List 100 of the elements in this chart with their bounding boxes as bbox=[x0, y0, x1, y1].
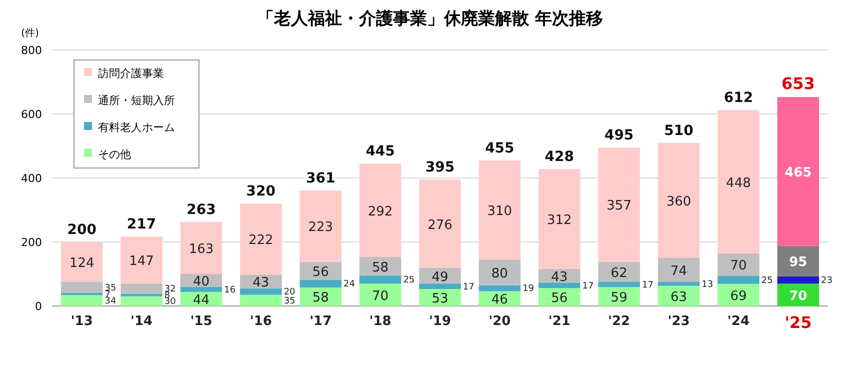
bar bbox=[240, 274, 282, 288]
total-label: 395 bbox=[425, 160, 455, 176]
x-tick-label: '13 bbox=[70, 314, 93, 329]
bar bbox=[300, 280, 342, 288]
bar bbox=[120, 296, 162, 306]
data-label: 34 bbox=[104, 296, 116, 307]
bar bbox=[180, 286, 222, 292]
bar bbox=[718, 254, 760, 276]
data-label: 43 bbox=[551, 270, 568, 285]
total-label: 200 bbox=[67, 222, 97, 238]
x-tick-label: '24 bbox=[727, 314, 750, 329]
bar bbox=[538, 282, 580, 288]
data-label: 23 bbox=[821, 276, 832, 286]
bar bbox=[60, 295, 103, 306]
data-label: 24 bbox=[344, 280, 356, 290]
bar bbox=[240, 204, 282, 275]
data-label: 35 bbox=[284, 296, 296, 306]
y-tick-label: 0 bbox=[35, 300, 42, 313]
data-label: 124 bbox=[69, 256, 94, 271]
data-label: 147 bbox=[129, 254, 154, 270]
bar bbox=[777, 97, 820, 246]
y-tick-label: 800 bbox=[21, 44, 42, 57]
bar bbox=[300, 190, 342, 262]
data-label: 30 bbox=[164, 297, 176, 308]
y-tick-label: 400 bbox=[21, 172, 42, 185]
x-tick-label: '20 bbox=[488, 314, 511, 329]
x-tick-label: '19 bbox=[428, 314, 452, 329]
legend-label: 有料老人ホーム bbox=[98, 121, 175, 134]
x-tick-label: '18 bbox=[369, 314, 392, 329]
bar bbox=[478, 285, 521, 292]
data-label: 70 bbox=[789, 288, 808, 304]
bar bbox=[419, 180, 461, 268]
x-tick-label: '15 bbox=[190, 314, 212, 329]
bar bbox=[419, 289, 461, 306]
data-label: 62 bbox=[610, 266, 628, 281]
bar bbox=[658, 258, 700, 282]
bar bbox=[538, 169, 580, 269]
bar bbox=[598, 282, 640, 288]
data-label: 40 bbox=[192, 274, 210, 290]
chart-title: 「老人福祉・介護事業」休廃業解散 年次推移 bbox=[257, 9, 603, 29]
total-label: 428 bbox=[544, 149, 574, 166]
data-label: 63 bbox=[670, 290, 688, 305]
bar bbox=[598, 287, 640, 306]
data-label: 19 bbox=[522, 284, 534, 294]
total-label: 263 bbox=[186, 202, 216, 218]
data-label: 357 bbox=[606, 198, 632, 214]
x-tick-label: '23 bbox=[668, 314, 690, 329]
bar bbox=[718, 110, 760, 254]
bar bbox=[359, 276, 402, 284]
data-label: 46 bbox=[491, 292, 508, 308]
data-label: 25 bbox=[403, 276, 415, 286]
total-label: 510 bbox=[664, 122, 694, 139]
x-tick-label: '25 bbox=[784, 313, 812, 332]
bar bbox=[598, 148, 640, 262]
data-label: 58 bbox=[312, 290, 329, 306]
data-label: 448 bbox=[726, 176, 751, 191]
data-label: 44 bbox=[192, 292, 210, 308]
data-label: 16 bbox=[224, 285, 236, 296]
total-label: 320 bbox=[246, 184, 276, 200]
data-label: 223 bbox=[308, 220, 334, 236]
bar bbox=[240, 288, 282, 295]
data-label: 74 bbox=[670, 264, 688, 279]
data-label: 70 bbox=[730, 258, 747, 274]
data-label: 13 bbox=[702, 280, 714, 290]
data-label: 163 bbox=[188, 242, 214, 257]
data-label: 360 bbox=[666, 194, 692, 210]
bar bbox=[60, 242, 103, 282]
data-label: 310 bbox=[487, 204, 512, 219]
bar bbox=[718, 284, 760, 306]
data-label: 276 bbox=[428, 218, 452, 233]
data-label: 222 bbox=[248, 233, 274, 248]
x-tick-label: '16 bbox=[250, 314, 272, 329]
data-label: 56 bbox=[312, 264, 329, 280]
bar bbox=[658, 282, 700, 286]
bar bbox=[240, 294, 282, 306]
data-label: 69 bbox=[730, 288, 747, 304]
x-tick-label: '22 bbox=[608, 314, 630, 329]
data-label: 25 bbox=[761, 276, 773, 286]
bar bbox=[180, 222, 222, 274]
data-label: 465 bbox=[784, 165, 812, 180]
legend-label: 訪問介護事業 bbox=[98, 67, 164, 80]
data-label: 17 bbox=[642, 280, 654, 290]
bar bbox=[359, 164, 402, 258]
bar bbox=[60, 282, 103, 293]
data-label: 20 bbox=[284, 288, 296, 298]
total-label: 445 bbox=[366, 144, 395, 160]
bar bbox=[359, 284, 402, 306]
y-axis-title: (件) bbox=[21, 28, 39, 39]
x-tick-label: '17 bbox=[310, 314, 332, 329]
data-label: 70 bbox=[372, 288, 389, 304]
y-tick-label: 600 bbox=[21, 108, 42, 121]
bar bbox=[598, 262, 640, 282]
x-tick-label: '21 bbox=[548, 314, 570, 329]
bar bbox=[120, 294, 162, 296]
data-label: 95 bbox=[789, 255, 808, 270]
bar bbox=[658, 142, 700, 258]
bar bbox=[478, 260, 521, 286]
data-label: 43 bbox=[252, 276, 270, 291]
total-label: 612 bbox=[724, 90, 754, 106]
data-label: 58 bbox=[372, 260, 389, 276]
